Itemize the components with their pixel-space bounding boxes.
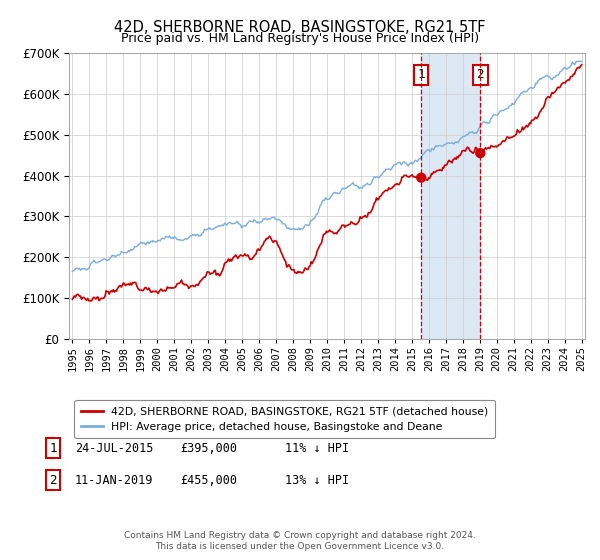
Text: 13% ↓ HPI: 13% ↓ HPI [285, 474, 349, 487]
Text: 1: 1 [418, 68, 425, 81]
Legend: 42D, SHERBORNE ROAD, BASINGSTOKE, RG21 5TF (detached house), HPI: Average price,: 42D, SHERBORNE ROAD, BASINGSTOKE, RG21 5… [74, 400, 495, 438]
Text: 2: 2 [476, 68, 484, 81]
Text: 42D, SHERBORNE ROAD, BASINGSTOKE, RG21 5TF: 42D, SHERBORNE ROAD, BASINGSTOKE, RG21 5… [114, 20, 486, 35]
Text: 2: 2 [49, 474, 56, 487]
Text: 24-JUL-2015: 24-JUL-2015 [75, 441, 154, 455]
Point [416, 173, 426, 182]
Text: 11% ↓ HPI: 11% ↓ HPI [285, 441, 349, 455]
Text: 1: 1 [49, 441, 56, 455]
Bar [421, 53, 480, 339]
Text: This data is licensed under the Open Government Licence v3.0.: This data is licensed under the Open Gov… [155, 542, 445, 550]
Text: Price paid vs. HM Land Registry's House Price Index (HPI): Price paid vs. HM Land Registry's House … [121, 32, 479, 45]
Point [475, 148, 485, 158]
Text: Contains HM Land Registry data © Crown copyright and database right 2024.: Contains HM Land Registry data © Crown c… [124, 531, 476, 540]
Text: £455,000: £455,000 [180, 474, 237, 487]
Text: £395,000: £395,000 [180, 441, 237, 455]
Text: 11-JAN-2019: 11-JAN-2019 [75, 474, 154, 487]
